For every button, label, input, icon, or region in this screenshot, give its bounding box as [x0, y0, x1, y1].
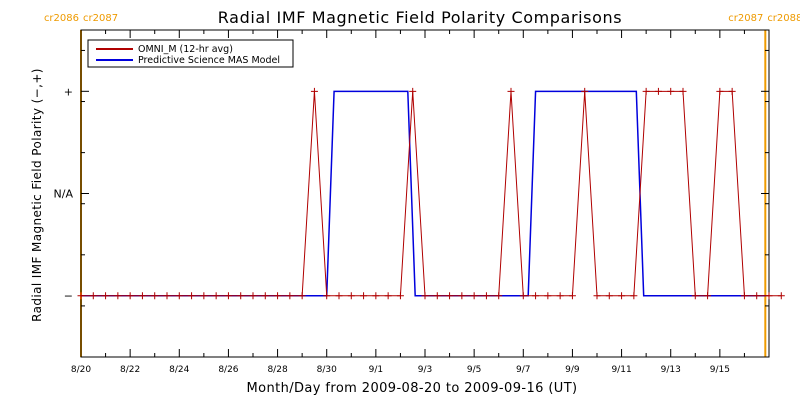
- omni-point-1: [89, 292, 97, 300]
- carrington-label-right-0: cr2087: [83, 13, 118, 24]
- omni-point-37: [532, 292, 540, 300]
- y-axis-label: Radial IMF Magnetic Field Polarity (−,+): [30, 68, 44, 322]
- omni-point-0: [77, 292, 85, 300]
- x-tick-label-4: 8/28: [267, 365, 287, 375]
- legend: OMNI_M (12-hr avg) Predictive Science MA…: [87, 39, 294, 68]
- omni-point-31: [458, 292, 466, 300]
- x-tick-label-5: 8/30: [317, 365, 337, 375]
- omni-point-40: [568, 292, 576, 300]
- series-line-omni: [81, 90, 782, 297]
- omni-point-16: [274, 292, 282, 300]
- omni-point-23: [360, 292, 368, 300]
- omni-point-47: [654, 87, 662, 95]
- x-tick-label-0: 8/20: [71, 365, 91, 375]
- omni-point-43: [605, 292, 613, 300]
- omni-point-44: [618, 292, 626, 300]
- x-tick-label-12: 9/13: [661, 365, 681, 375]
- omni-point-2: [102, 292, 110, 300]
- legend-box: [87, 39, 294, 68]
- omni-point-52: [716, 87, 724, 95]
- omni-point-3: [114, 292, 122, 300]
- omni-point-22: [347, 292, 355, 300]
- chart-title: Radial IMF Magnetic Field Polarity Compa…: [218, 8, 622, 27]
- x-tick-label-7: 9/3: [418, 365, 432, 375]
- omni-point-45: [630, 292, 638, 300]
- omni-point-6: [151, 292, 159, 300]
- omni-point-48: [667, 87, 675, 95]
- omni-point-4: [126, 292, 134, 300]
- y-tick-label-2: −: [64, 290, 73, 303]
- omni-point-51: [704, 292, 712, 300]
- omni-point-25: [384, 292, 392, 300]
- omni-point-46: [642, 87, 650, 95]
- omni-point-28: [421, 292, 429, 300]
- carrington-label-left-1: cr2087: [728, 13, 763, 24]
- omni-point-49: [679, 87, 687, 95]
- carrington-label-left-0: cr2086: [44, 13, 79, 24]
- omni-point-53: [728, 87, 736, 95]
- omni-point-34: [495, 292, 503, 300]
- omni-point-32: [470, 292, 478, 300]
- y-tick-label-0: +: [64, 85, 73, 98]
- x-tick-label-9: 9/7: [516, 365, 530, 375]
- omni-point-10: [200, 292, 208, 300]
- omni-point-29: [433, 292, 441, 300]
- x-tick-label-10: 9/9: [565, 365, 580, 375]
- omni-point-9: [188, 292, 196, 300]
- omni-point-55: [753, 292, 761, 300]
- legend-label-model: Predictive Science MAS Model: [138, 55, 280, 66]
- omni-point-14: [249, 292, 257, 300]
- omni-point-5: [138, 292, 146, 300]
- y-tick-label-1: N/A: [54, 188, 74, 201]
- x-axis-label: Month/Day from 2009-08-20 to 2009-09-16 …: [246, 381, 577, 396]
- omni-point-7: [163, 292, 171, 300]
- x-tick-label-2: 8/24: [169, 365, 189, 375]
- omni-point-33: [482, 292, 490, 300]
- omni-point-11: [212, 292, 220, 300]
- x-tick-label-3: 8/26: [218, 365, 238, 375]
- omni-point-17: [286, 292, 294, 300]
- omni-point-38: [544, 292, 552, 300]
- omni-point-20: [323, 292, 331, 300]
- omni-point-12: [224, 292, 232, 300]
- omni-point-54: [740, 292, 748, 300]
- omni-point-41: [581, 87, 589, 95]
- plot-frame: [80, 29, 770, 358]
- omni-point-8: [175, 292, 183, 300]
- plot-axes: 8/20 8/22 8/24 8/26 8/28 8/30 9/1 9/3 9/5 9/7 9/9 9…: [54, 29, 770, 375]
- omni-point-21: [335, 292, 343, 300]
- x-tick-label-13: 9/15: [710, 365, 730, 375]
- omni-point-50: [691, 292, 699, 300]
- omni-point-27: [409, 87, 417, 95]
- omni-point-35: [507, 87, 515, 95]
- carrington-label-right-1: cr2088: [767, 13, 800, 24]
- x-tick-label-11: 9/11: [611, 365, 631, 375]
- x-tick-label-1: 8/22: [120, 365, 140, 375]
- series-group: [77, 87, 785, 300]
- legend-label-omni: OMNI_M (12-hr avg): [138, 44, 233, 55]
- omni-point-57: [777, 292, 785, 300]
- omni-point-42: [593, 292, 601, 300]
- omni-point-26: [396, 292, 404, 300]
- omni-point-30: [446, 292, 454, 300]
- omni-point-15: [261, 292, 269, 300]
- omni-point-39: [556, 292, 564, 300]
- omni-point-19: [310, 87, 318, 95]
- omni-point-36: [519, 292, 527, 300]
- x-tick-label-8: 9/5: [467, 365, 481, 375]
- x-tick-label-6: 9/1: [369, 365, 383, 375]
- omni-point-13: [237, 292, 245, 300]
- omni-point-18: [298, 292, 306, 300]
- omni-point-24: [372, 292, 380, 300]
- omni-point-56: [765, 292, 773, 300]
